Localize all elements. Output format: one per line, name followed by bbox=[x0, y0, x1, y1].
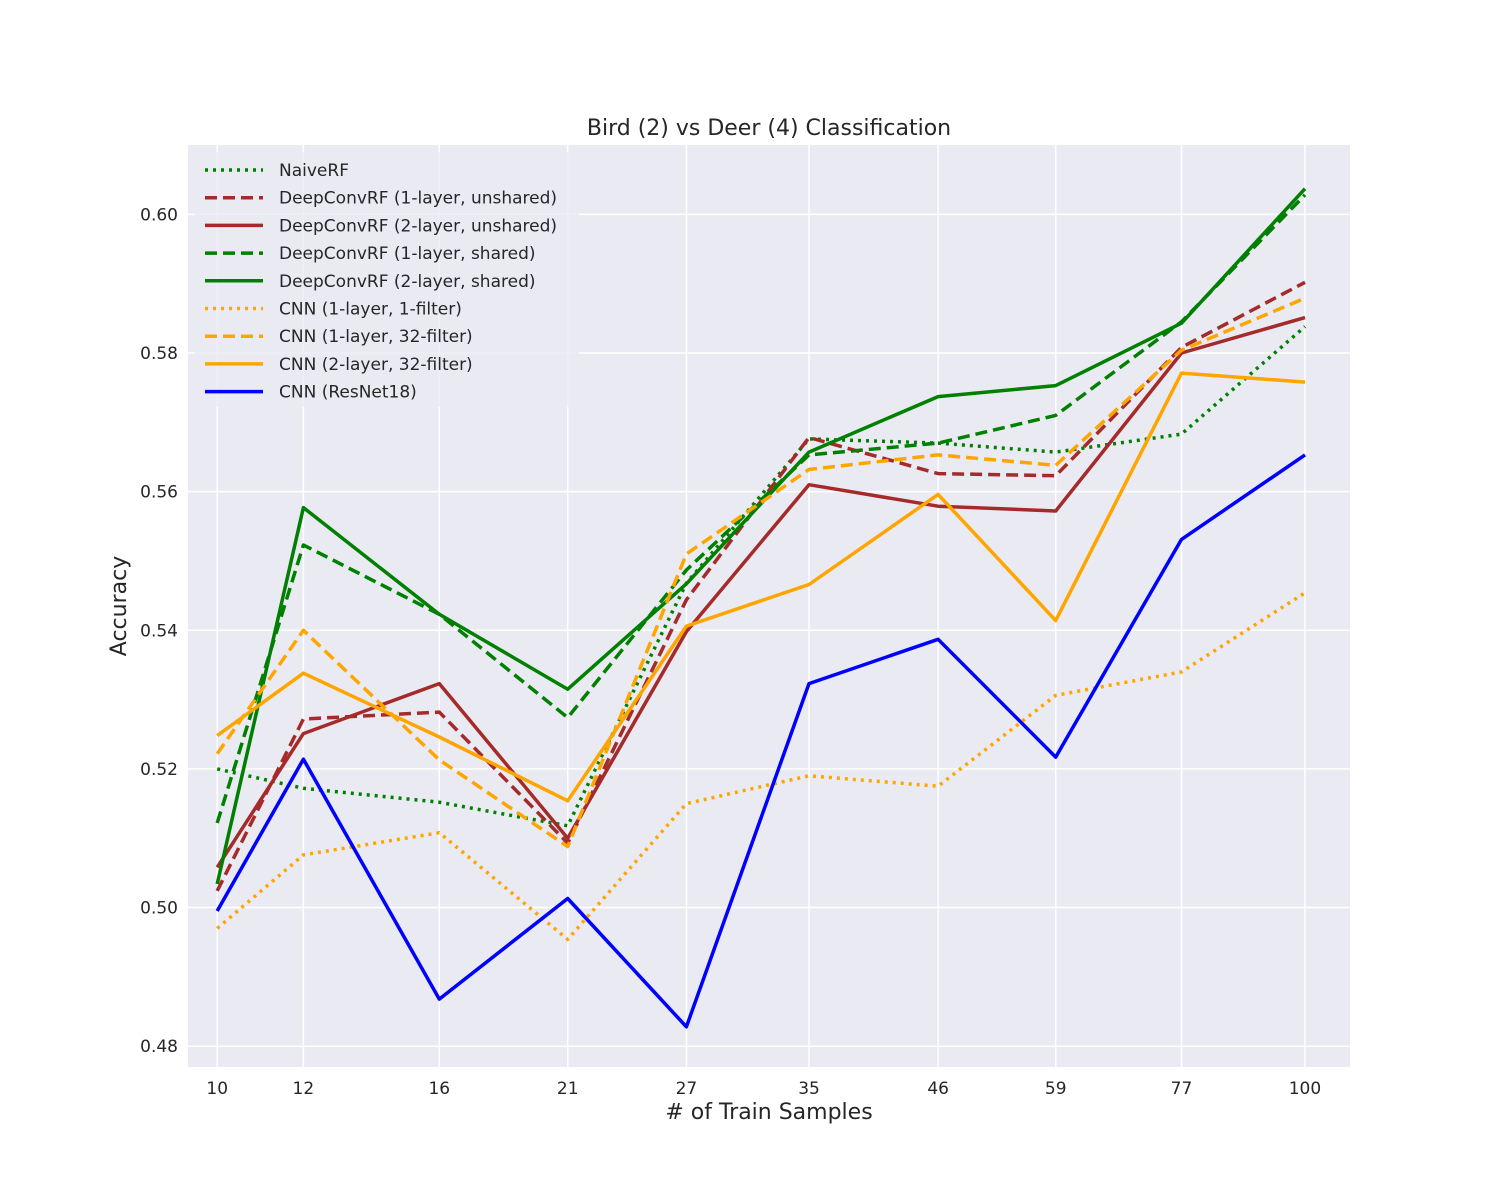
x-tick-label: 16 bbox=[428, 1079, 450, 1099]
y-tick-label: 0.58 bbox=[140, 344, 178, 364]
x-tick-label: 77 bbox=[1171, 1079, 1193, 1099]
legend: NaiveRF DeepConvRF (1-layer, unshared) Dee… bbox=[194, 152, 579, 407]
series-line-cnn-2-layer-32-filter bbox=[216, 371, 1306, 803]
legend-label: CNN (1-layer, 1-filter) bbox=[279, 300, 462, 320]
x-tick-label: 21 bbox=[557, 1079, 579, 1099]
x-axis-label: # of Train Samples bbox=[665, 1100, 872, 1125]
x-tick-label: 35 bbox=[798, 1079, 820, 1099]
legend-label: DeepConvRF (2-layer, shared) bbox=[279, 272, 536, 292]
y-tick-label: 0.56 bbox=[140, 483, 178, 503]
y-tick-label: 0.54 bbox=[140, 621, 178, 641]
x-tick-label: 46 bbox=[927, 1079, 949, 1099]
chart-title: Bird (2) vs Deer (4) Classification bbox=[587, 116, 951, 141]
x-tick-label: 12 bbox=[293, 1079, 315, 1099]
x-axis-ticks: 10 12 16 21 27 35 46 59 77 100 bbox=[206, 1079, 1321, 1099]
x-tick-label: 10 bbox=[206, 1079, 228, 1099]
series-line-cnn-resnet18 bbox=[215, 453, 1306, 1029]
y-tick-label: 0.60 bbox=[140, 205, 178, 225]
legend-label: DeepConvRF (1-layer, shared) bbox=[279, 244, 536, 264]
series-line-deepconvrf-2-layer-unshared bbox=[215, 315, 1306, 869]
series-lines bbox=[215, 187, 1307, 1029]
y-axis-ticks: 0.48 0.50 0.52 0.54 0.56 0.58 0.60 bbox=[140, 205, 178, 1057]
legend-label: NaiveRF bbox=[279, 161, 349, 181]
series-line-cnn-1-layer-32-filter bbox=[215, 296, 1306, 849]
legend-label: CNN (2-layer, 32-filter) bbox=[279, 355, 473, 375]
legend-label: CNN (1-layer, 32-filter) bbox=[279, 327, 473, 347]
y-tick-label: 0.50 bbox=[140, 899, 178, 919]
legend-label: CNN (ResNet18) bbox=[279, 383, 417, 403]
x-tick-label: 59 bbox=[1045, 1079, 1067, 1099]
series-line-deepconvrf-2-layer-shared bbox=[215, 187, 1307, 885]
legend-label: DeepConvRF (1-layer, unshared) bbox=[279, 189, 557, 209]
x-tick-label: 100 bbox=[1289, 1079, 1321, 1099]
legend-label: DeepConvRF (2-layer, unshared) bbox=[279, 216, 557, 236]
y-axis-label: Accuracy bbox=[107, 556, 132, 656]
series-line-deepconvrf-1-layer-shared bbox=[215, 193, 1307, 824]
series-line-cnn-1-layer-1-filter bbox=[216, 591, 1306, 942]
y-tick-label: 0.52 bbox=[140, 760, 178, 780]
y-tick-label: 0.48 bbox=[140, 1037, 178, 1057]
x-tick-label: 27 bbox=[676, 1079, 698, 1099]
